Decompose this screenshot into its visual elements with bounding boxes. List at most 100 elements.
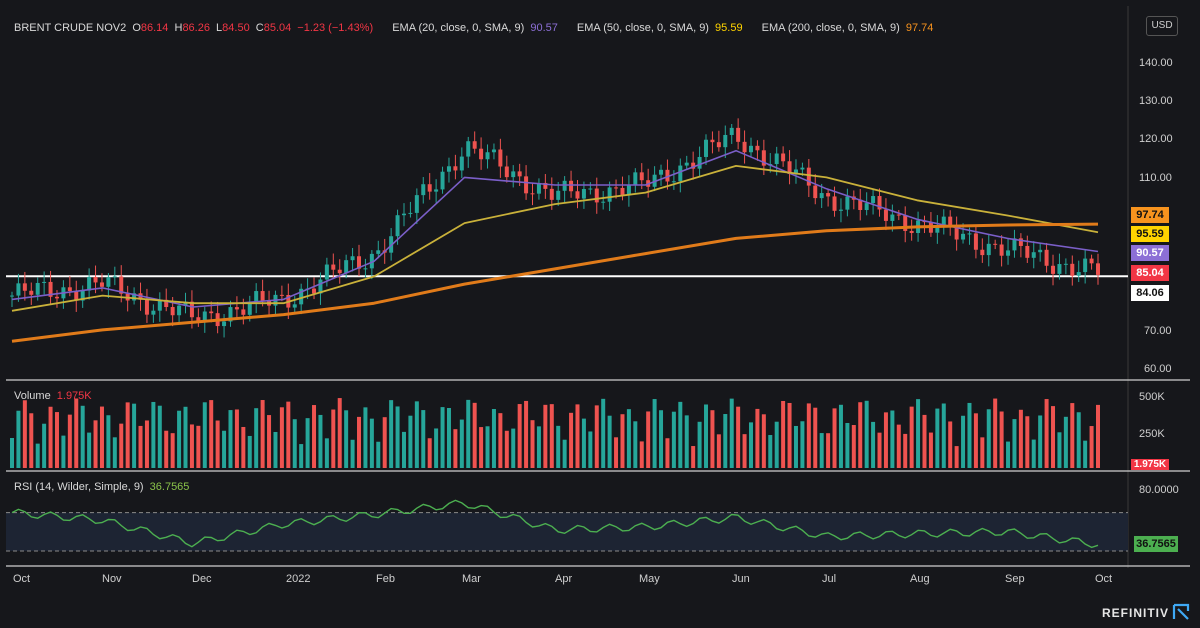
time-tick: Jul [822,573,837,585]
volume-bar [479,427,484,468]
volume-bar [312,405,317,468]
candle-body [144,299,149,315]
volume-bar [781,400,786,468]
candle-body [247,301,252,315]
volume-bar [659,410,664,468]
volume-bar [144,420,149,468]
volume-bar [890,410,895,468]
candle-body [1057,264,1062,274]
candle-body [498,149,503,167]
volume-bar [260,400,265,468]
ema20-value: 90.57 [530,22,558,34]
candle-body [620,187,625,196]
candle-body [569,180,574,192]
symbol-label: BRENT CRUDE NOV2 [14,22,127,34]
time-tick: Aug [910,573,930,585]
candle-body [639,172,644,181]
time-tick: Nov [102,573,122,585]
currency-button[interactable]: USD [1146,16,1178,36]
volume-bar [691,446,696,468]
candle-body [1070,263,1075,276]
volume-bar [151,401,156,468]
volume-bar [916,399,921,468]
volume-tick: 250K [1139,428,1165,440]
volume-bar [935,408,940,468]
volume-bar [93,420,98,468]
candle-body [748,145,753,153]
volume-bar [883,412,888,468]
candle-body [787,161,792,175]
volume-bar [29,413,34,468]
volume-bar [633,421,638,468]
candle-body [973,233,978,250]
rsi-tick: 80.0000 [1139,484,1179,496]
volume-bar [1076,412,1081,468]
candle-body [1044,249,1049,266]
volume-bar [209,400,214,468]
volume-bar [562,439,567,468]
candle-body [324,264,329,280]
candle-body [1018,238,1023,246]
candle-body [376,250,381,254]
volume-bar [408,415,413,468]
volume-bar [1057,432,1062,468]
candle-body [87,276,92,291]
volume-bar [344,410,349,468]
candle-body [504,166,509,178]
candle-body [993,243,998,245]
rsi-tag: 36.7565 [1134,536,1178,552]
volume-bar [549,404,554,468]
volume-bar [177,410,182,468]
candle-body [472,141,477,149]
volume-bar [903,433,908,468]
candle-body [755,145,760,151]
volume-bar [556,425,561,468]
ema20-line [11,149,1099,308]
candle-body [684,162,689,166]
ema20-label: EMA (20, close, 0, SMA, 9) [392,22,525,34]
candle-body [369,253,374,269]
candle-body [935,226,940,233]
candle-body [890,214,895,221]
candle-body [119,276,124,294]
candle-body [228,307,233,322]
candle-body [1083,258,1088,273]
candle-body [241,309,246,315]
volume-bar [1044,399,1049,468]
volume-bar [119,423,124,468]
volume-bar [665,438,670,468]
time-tick: Feb [376,573,395,585]
volume-bar [729,398,734,468]
candle-body [896,214,901,216]
volume-bar [157,405,162,468]
volume-bar [459,419,464,468]
volume-bar [575,404,580,468]
candle-body [575,191,580,199]
candle-body [183,301,188,306]
candle-body [980,249,985,256]
candle-body [1089,258,1094,264]
volume-bar [588,431,593,468]
volume-bar [228,410,233,468]
time-tick: Dec [192,573,212,585]
volume-bar [716,434,721,468]
volume-bar [845,423,850,468]
volume-bar [581,418,586,468]
volume-bar [896,424,901,468]
volume-bar [498,413,503,468]
ema50-price-tag: 95.59 [1131,226,1169,242]
candle-body [74,291,79,301]
volume-bar [742,434,747,468]
volume-bar [222,430,227,468]
volume-bar [1038,415,1043,468]
volume-bar [324,438,329,468]
candle-body [761,150,766,166]
volume-bar [980,437,985,468]
volume-bar [646,411,651,468]
candle-body [543,182,548,189]
candle-body [607,187,612,202]
ema200-value: 97.74 [905,22,934,34]
volume-bar [755,408,760,468]
volume-bar [993,398,998,468]
volume-bar [678,401,683,468]
